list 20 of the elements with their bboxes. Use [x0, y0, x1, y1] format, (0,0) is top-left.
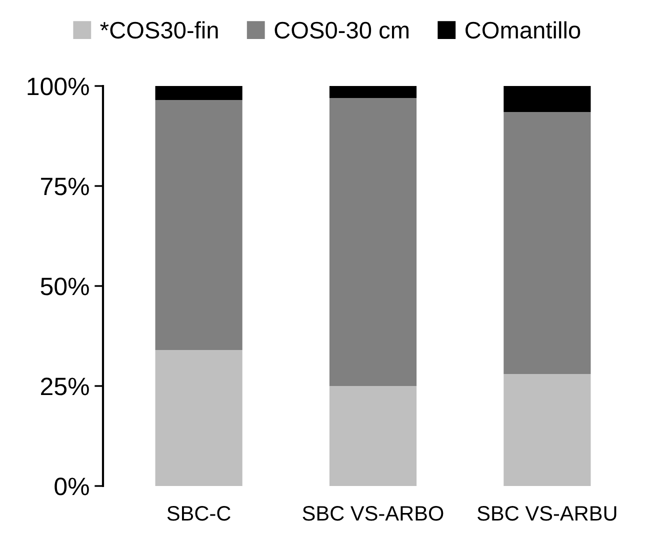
- legend-label: COS0-30 cm: [274, 22, 408, 39]
- bar: [329, 386, 417, 486]
- y-tick-label: 25%: [41, 378, 89, 396]
- bar: [504, 374, 591, 486]
- x-tick-label: SBC VS-ARBO: [302, 506, 444, 521]
- bar: [329, 98, 417, 386]
- bar: [155, 350, 242, 486]
- y-tick-label: 75%: [41, 178, 89, 196]
- y-tick-label: 0%: [54, 478, 89, 496]
- bar: [329, 86, 417, 98]
- legend-label: *COS30-fin: [100, 21, 218, 39]
- x-tick-label: SBC-C: [167, 506, 230, 521]
- bar: [155, 100, 242, 350]
- bar: [155, 86, 242, 100]
- x-tick-label: SBC VS-ARBU: [478, 506, 616, 521]
- bar: [504, 112, 591, 374]
- bar: [504, 86, 591, 112]
- y-tick-label: 50%: [40, 278, 89, 296]
- y-tick-label: 100%: [28, 78, 89, 96]
- legend-label: COmantillo: [466, 21, 580, 39]
